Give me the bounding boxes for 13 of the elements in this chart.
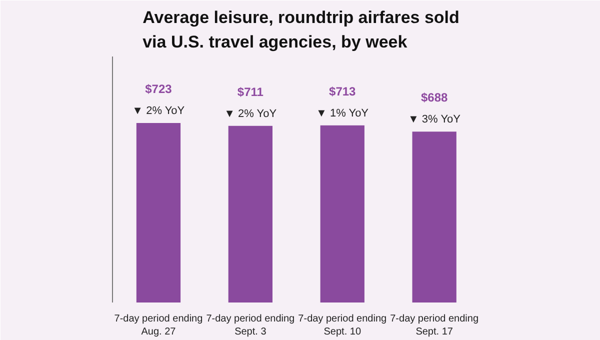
annotation: ▼ 3% YoY (408, 114, 462, 126)
data-label: $711 (237, 84, 264, 99)
x-tick-label: 7-day period ending Sept. 17 (390, 314, 479, 338)
data-label: $688 (420, 90, 448, 105)
data-label: $713 (329, 84, 356, 98)
x-tick-label: 7-day period ending Aug. 27 (114, 314, 203, 338)
annotation: ▼ 1% YoY (316, 107, 370, 120)
annotation: ▼ 2% YoY (224, 108, 278, 120)
x-tick-label: 7-day period ending Sept. 10 (298, 314, 387, 338)
data-label: $723 (145, 82, 172, 96)
annotation: ▼ 2% YoY (132, 104, 186, 117)
chart-title: Average leisure, roundtrip airfares sold via U.S. travel agencies, by week (142, 8, 460, 52)
x-tick-label: 7-day period ending Sept. 3 (206, 314, 295, 338)
